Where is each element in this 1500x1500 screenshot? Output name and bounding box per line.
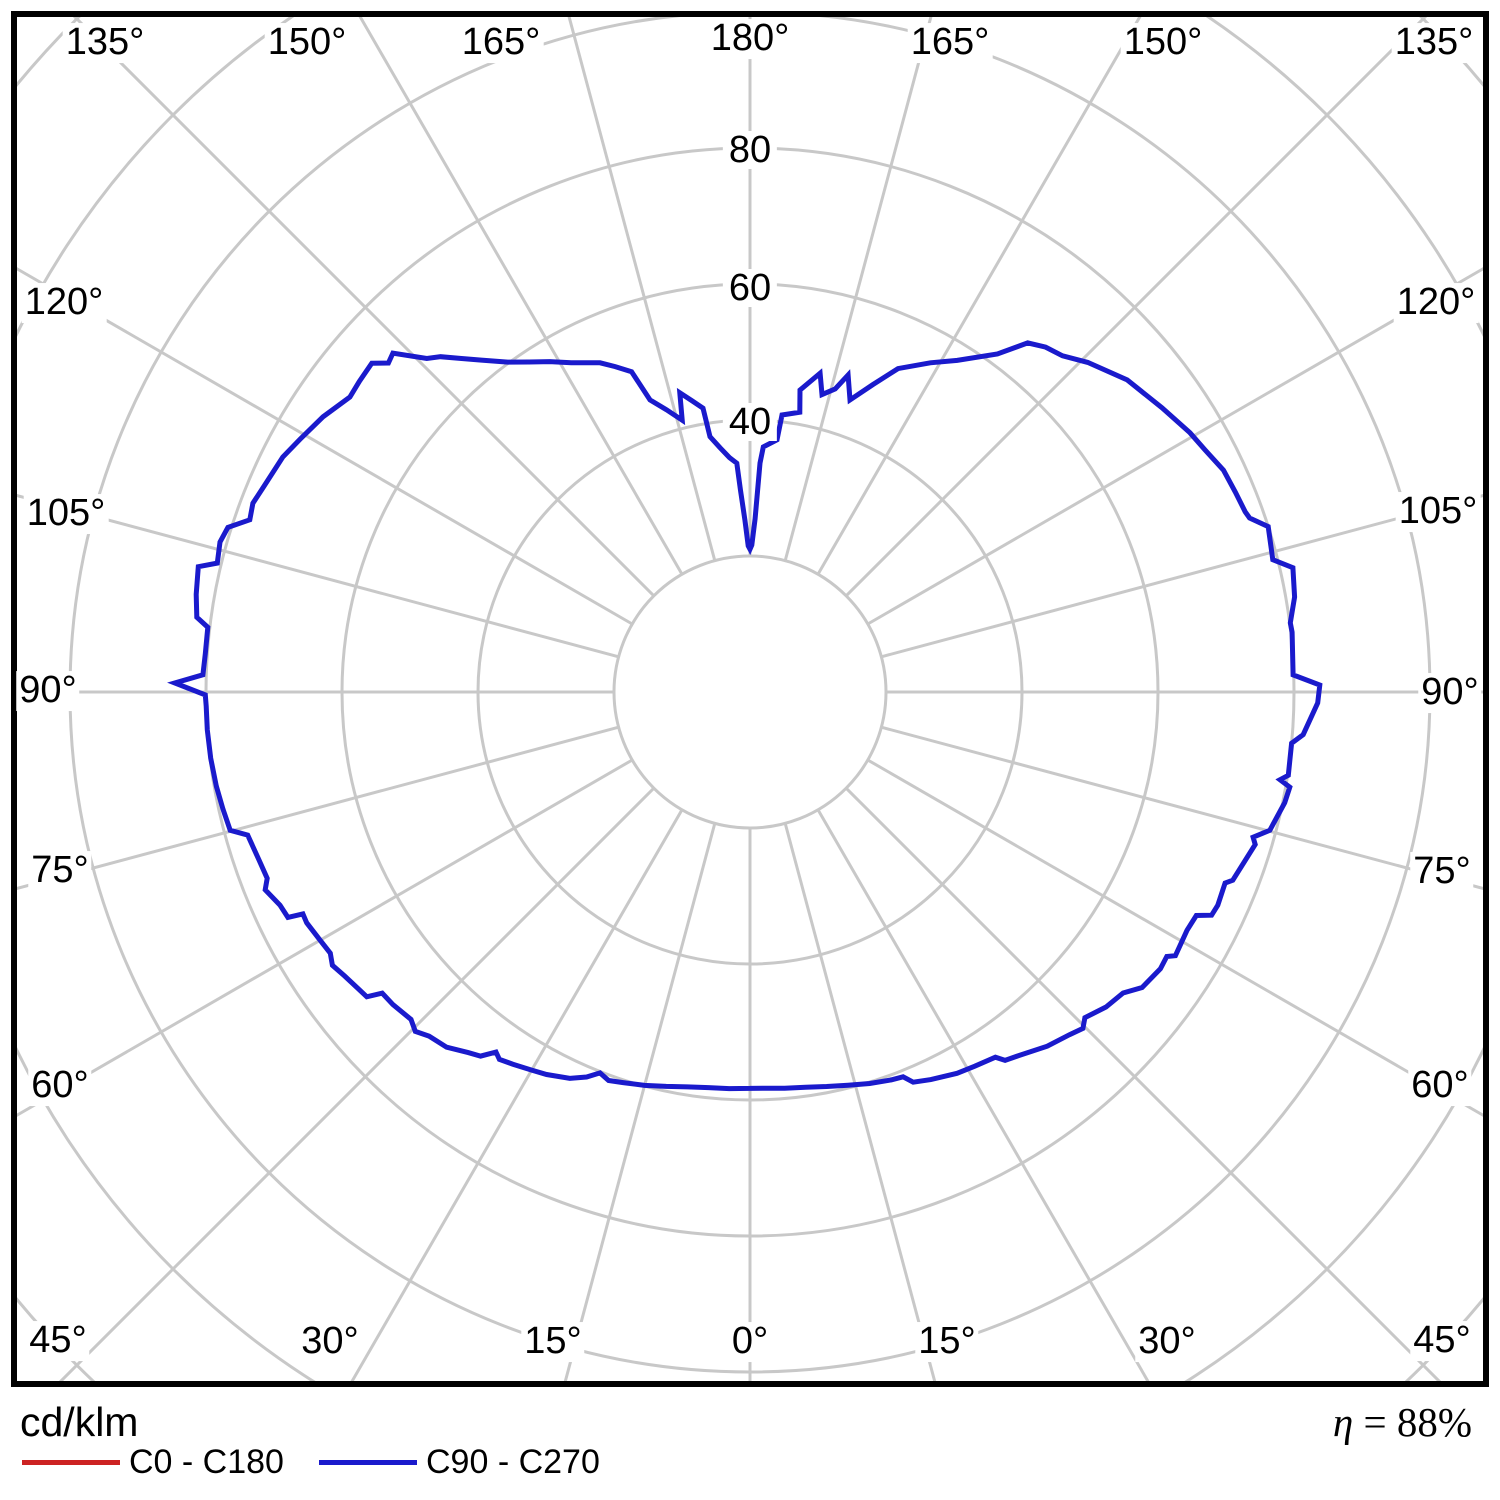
efficiency-label: η = 88% [1333, 1398, 1472, 1446]
angle-label: 135° [62, 22, 148, 63]
angle-label: 75° [1410, 851, 1474, 892]
eta-value: = 88% [1363, 1399, 1472, 1445]
angle-label: 120° [21, 282, 107, 323]
curve-c90-c270 [167, 340, 1323, 1092]
angle-label: 105° [1395, 491, 1481, 532]
legend-swatch-blue [319, 1460, 417, 1465]
angle-label: 105° [23, 493, 109, 534]
plot-border [11, 11, 1489, 1387]
eta-symbol: η [1332, 1399, 1354, 1445]
angle-label: 60° [1408, 1065, 1472, 1106]
angle-label: 75° [28, 850, 92, 891]
angle-label: 150° [1120, 22, 1206, 63]
legend-swatch-red [22, 1460, 120, 1465]
angle-label: 165° [907, 22, 993, 63]
legend-label: C0 - C180 [129, 1443, 284, 1481]
radial-tick-label: 80 [722, 131, 778, 169]
angle-label: 90° [16, 670, 80, 711]
angle-label: 120° [1393, 282, 1479, 323]
angle-label: 90° [1418, 672, 1482, 713]
angle-label: 30° [298, 1321, 362, 1362]
angle-label: 15° [521, 1321, 585, 1362]
angle-label: 45° [26, 1320, 90, 1361]
angle-label: 30° [1135, 1321, 1199, 1362]
angle-label: 45° [1410, 1320, 1474, 1361]
radial-tick-label: 40 [722, 403, 778, 441]
radial-tick-label: 60 [722, 269, 778, 307]
angle-label: 15° [915, 1321, 979, 1362]
legend-item-c0-c180: C0 - C180 [22, 1443, 284, 1482]
angle-label: 165° [458, 22, 544, 63]
angle-label: 150° [264, 22, 350, 63]
angle-label: 60° [28, 1065, 92, 1106]
angle-label: 0° [728, 1321, 772, 1362]
unit-label: cd/klm [20, 1399, 139, 1445]
legend-label: C90 - C270 [426, 1443, 600, 1481]
angle-label: 180° [707, 18, 793, 59]
legend-item-c90-c270: C90 - C270 [319, 1443, 600, 1482]
angle-label: 135° [1391, 22, 1477, 63]
